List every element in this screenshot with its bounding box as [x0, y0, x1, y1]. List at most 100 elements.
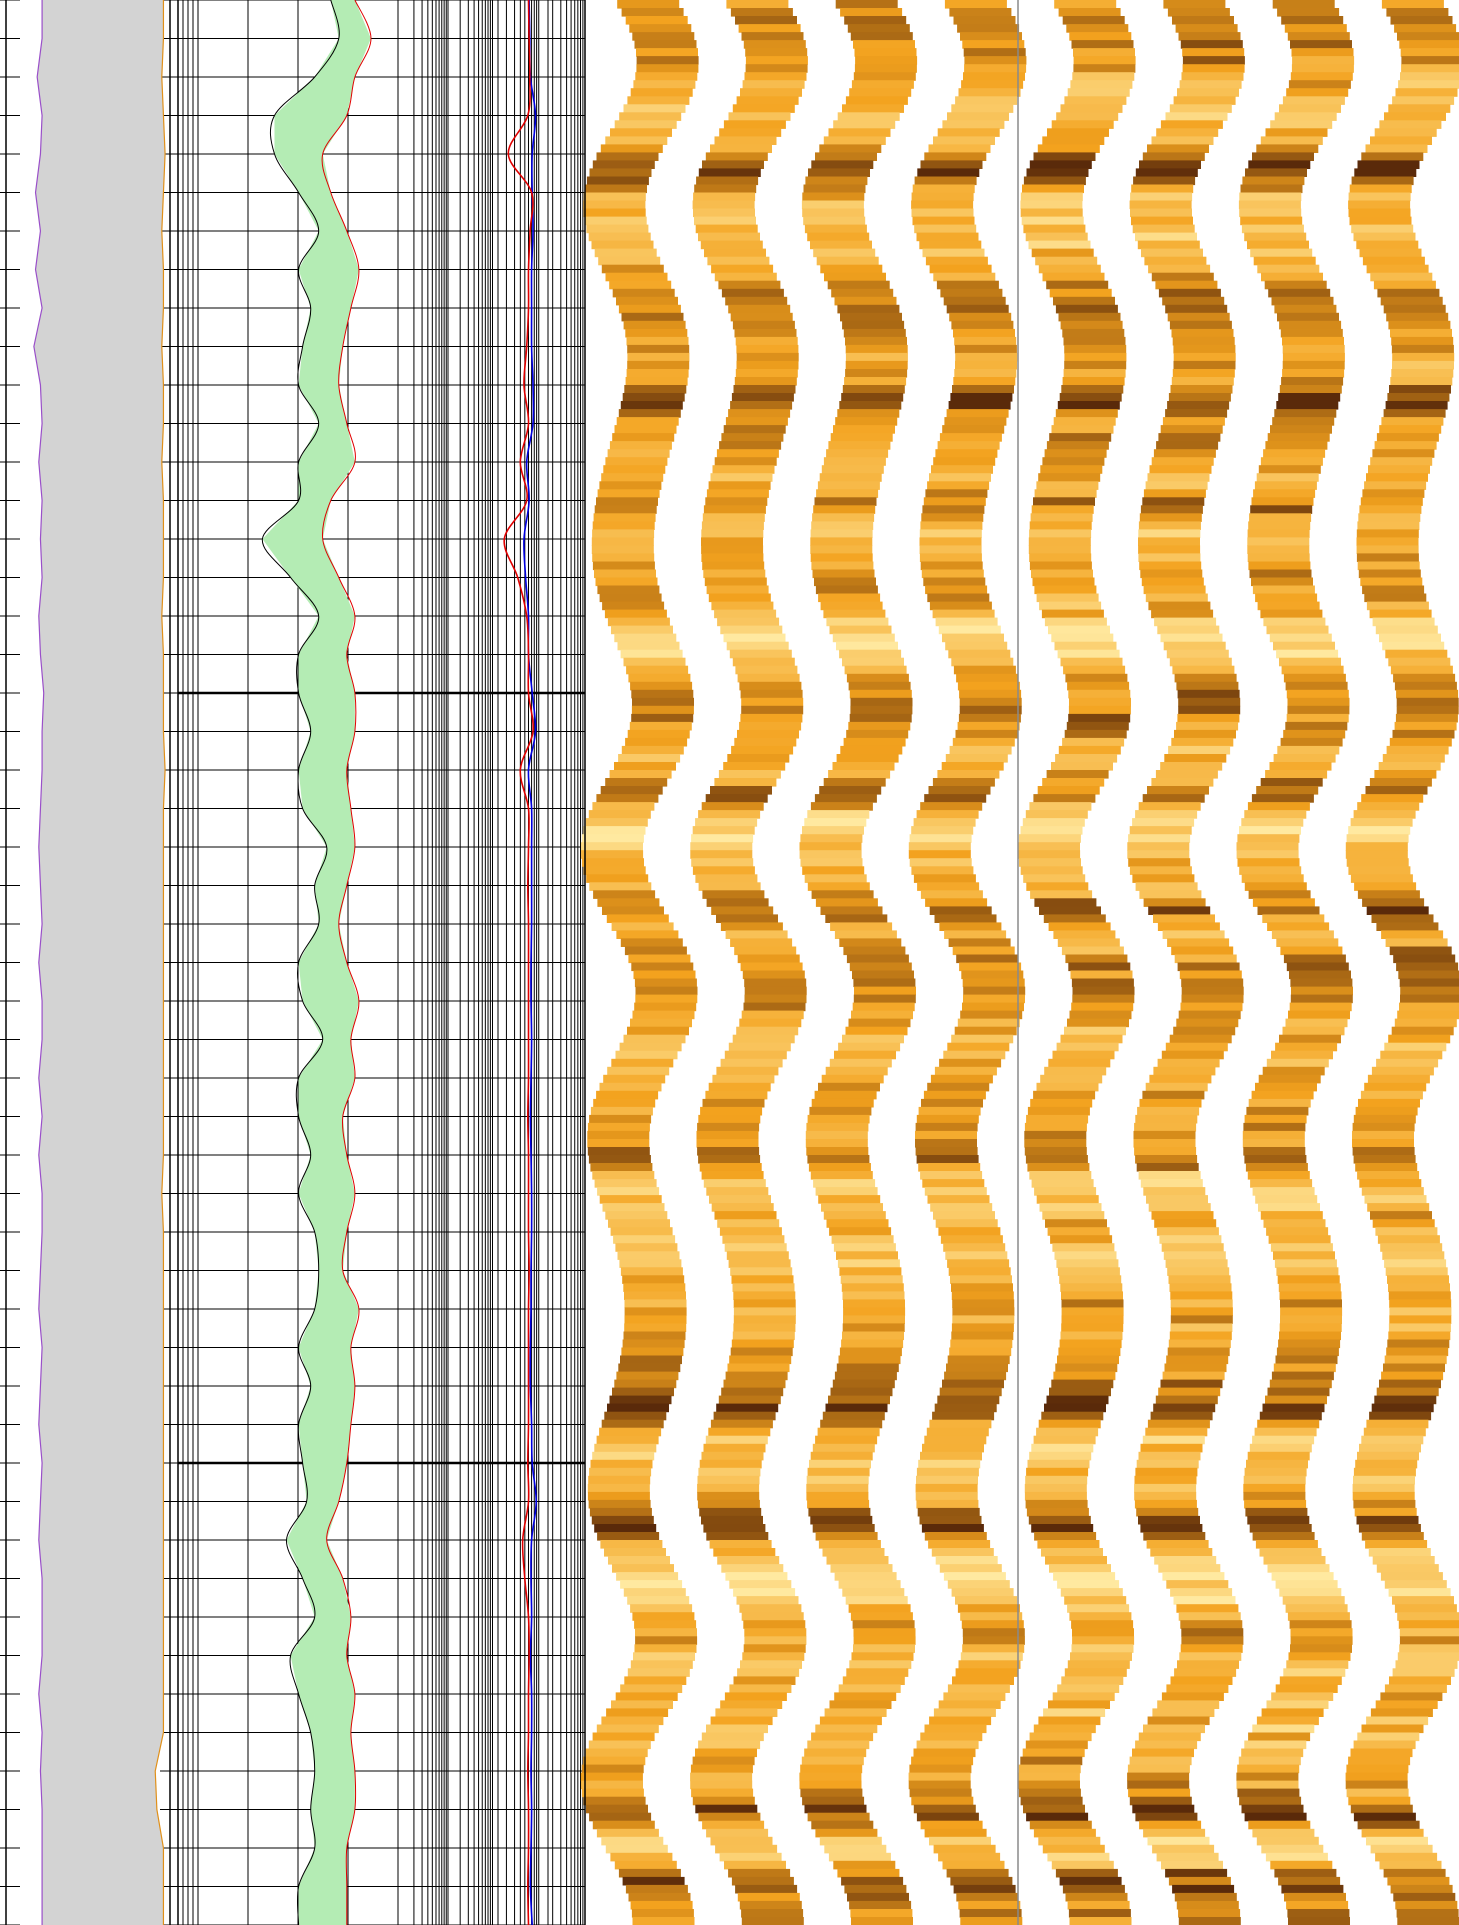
image-row [695, 1748, 757, 1758]
image-row [1399, 978, 1459, 988]
image-row [717, 617, 780, 627]
image-row [1274, 409, 1337, 418]
image-row [587, 1139, 650, 1148]
image-row [1372, 449, 1435, 458]
image-row [805, 1139, 868, 1148]
image-row [691, 858, 754, 867]
image-row [695, 1804, 758, 1814]
image-row [1244, 1740, 1307, 1750]
image-row [1283, 1668, 1346, 1677]
image-row [1040, 1074, 1103, 1084]
image-row [592, 529, 655, 538]
image-row [690, 1764, 753, 1774]
image-row [822, 1411, 885, 1421]
image-row [1129, 1796, 1192, 1806]
image-row [1142, 1435, 1205, 1445]
image-row [621, 312, 684, 322]
image-row [1029, 1451, 1092, 1461]
image-row [1018, 850, 1081, 859]
image-row [620, 1267, 683, 1276]
image-row [589, 1467, 652, 1477]
image-row [1359, 248, 1422, 258]
image-row [711, 906, 774, 915]
image-row [1279, 104, 1341, 113]
image-row [719, 441, 782, 450]
image-row [623, 1588, 686, 1597]
image-row [614, 120, 677, 129]
image-row [601, 264, 664, 274]
image-row [948, 1267, 1011, 1276]
image-row [1176, 681, 1239, 691]
image-row [626, 369, 689, 378]
image-row [592, 1732, 655, 1742]
image-row [1040, 465, 1103, 474]
image-row [736, 1026, 799, 1036]
image-row [851, 80, 914, 89]
image-row [1042, 1211, 1105, 1220]
image-row [1373, 280, 1436, 290]
image-row [1353, 1475, 1415, 1485]
image-row [829, 1227, 892, 1236]
image-row [711, 601, 774, 611]
image-row [945, 1251, 1008, 1260]
image-row [962, 1628, 1025, 1637]
image-row [636, 64, 699, 73]
image-row [1238, 200, 1301, 210]
image-row [622, 1876, 685, 1886]
image-row [930, 1203, 993, 1212]
image-row [821, 1074, 884, 1084]
image-row [1169, 657, 1232, 667]
image-row [706, 1828, 769, 1838]
image-row [1251, 1090, 1314, 1100]
image-row [625, 737, 688, 747]
image-row [911, 208, 974, 218]
image-row [597, 1532, 660, 1541]
image-row [1377, 1235, 1440, 1244]
image-row [1039, 601, 1102, 611]
image-row [729, 1580, 792, 1589]
image-row [1389, 1315, 1452, 1324]
image-row [836, 1363, 899, 1373]
image-row [1391, 1026, 1454, 1036]
image-row [1393, 954, 1456, 964]
image-row [1169, 1331, 1232, 1341]
image-row [1030, 890, 1093, 899]
image-row [1346, 1788, 1409, 1798]
image-row [838, 1684, 901, 1693]
image-row [710, 1716, 773, 1726]
image-row [696, 1130, 759, 1140]
image-row [1273, 1363, 1336, 1373]
image-row [714, 136, 777, 145]
image-row [1280, 946, 1343, 956]
image-row [634, 1644, 697, 1653]
image-row [959, 705, 1022, 715]
image-row [615, 1050, 678, 1060]
image-row [619, 112, 682, 121]
bitsize-curve [154, 0, 166, 1925]
image-row [852, 1620, 915, 1629]
image-row [1135, 1114, 1198, 1124]
image-row [1172, 369, 1235, 378]
image-row [580, 1772, 643, 1782]
image-row [581, 850, 644, 859]
image-row [1067, 681, 1130, 691]
image-row [1158, 433, 1221, 442]
image-row [1370, 1211, 1432, 1220]
image-row [960, 1652, 1023, 1661]
image-row [1179, 80, 1242, 89]
image-row [836, 641, 898, 651]
image-row [1062, 377, 1125, 386]
image-row [1290, 72, 1353, 81]
image-row [960, 1917, 1023, 1925]
image-row [620, 1684, 683, 1693]
image-row [949, 8, 1012, 17]
image-row [1375, 1852, 1438, 1862]
image-row [616, 1572, 679, 1581]
image-row [1289, 1002, 1352, 1012]
image-row [1392, 96, 1455, 105]
image-row [1166, 1684, 1229, 1693]
image-row [916, 810, 979, 819]
image-row [933, 457, 996, 466]
image-row [1368, 1548, 1431, 1557]
image-row [1034, 898, 1097, 907]
